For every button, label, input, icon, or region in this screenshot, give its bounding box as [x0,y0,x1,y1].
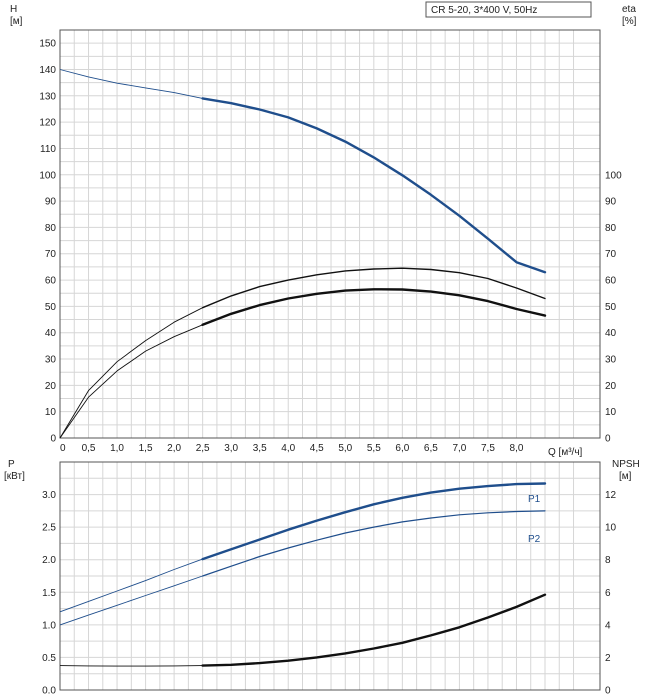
bottom-y-left-tick-label: 3.0 [42,490,56,501]
bottom-y-right-tick-label: 12 [605,490,617,501]
y-left-tick-label: 10 [45,407,57,418]
y-right-tick-label: 60 [605,276,617,287]
bottom-y-right-tick-label: 2 [605,653,611,664]
series-P1 [201,482,547,561]
series-eta-lower-thin [59,324,203,439]
x-tick-label: 0,5 [82,443,96,454]
y-right-tick-label: 80 [605,223,617,234]
y-right-tick-label: 50 [605,302,617,313]
bottom-series [59,482,547,667]
y-left-tick-label: 80 [45,223,57,234]
series-P2-thin [59,575,203,626]
y-left-label-symbol: H [10,4,17,15]
series-label-p1: P1 [528,494,541,505]
y-left-tick-label: 120 [39,118,56,129]
y-right-tick-label: 0 [605,434,611,445]
y-left-label-unit: [м] [10,16,23,27]
y-right-tick-label: 20 [605,381,617,392]
series-eta-lower [201,288,547,326]
y-right-tick-label: 100 [605,170,622,181]
y-left-tick-label: 140 [39,65,56,76]
y-right-label-symbol: eta [622,4,636,15]
y-left-tick-label: 60 [45,276,57,287]
x-tick-label: 7,0 [452,443,466,454]
y-right-label-unit: [%] [622,16,637,27]
x-tick-label: 6,0 [395,443,409,454]
x-tick-label: 3,0 [224,443,238,454]
series-eta-upper-thin [59,307,203,439]
x-tick-label: 1,0 [110,443,124,454]
legend-text: CR 5-20, 3*400 V, 50Hz [431,5,537,16]
y-left-tick-label: 40 [45,328,57,339]
bottom-y-right-tick-label: 6 [605,588,611,599]
y-right-tick-label: 40 [605,328,617,339]
y-left-tick-label: 70 [45,249,57,260]
bottom-left-ticks: 0.0 0.5 1.0 1.5 2.0 2.5 3.0 [42,490,56,696]
bottom-y-left-label-unit: [кВт] [4,471,25,482]
bottom-y-left-tick-label: 2.0 [42,555,56,566]
bottom-y-right-label-unit: [м] [619,471,632,482]
x-tick-label: 5,5 [367,443,381,454]
y-right-tick-label: 10 [605,407,617,418]
x-tick-label: 5,0 [338,443,352,454]
bottom-y-right-tick-label: 0 [605,686,611,697]
bottom-y-left-tick-label: 1.5 [42,588,56,599]
top-grid [59,29,600,439]
x-tick-label: 2,0 [167,443,181,454]
y-right-tick-label: 70 [605,249,617,260]
x-tick-label: 7,5 [481,443,495,454]
x-axis-label: Q [м³/ч] [548,447,583,458]
top-right-ticks: 0 10 20 30 40 50 60 70 80 90 100 [605,170,622,444]
series-P1-thin [59,558,203,613]
y-left-tick-label: 100 [39,170,56,181]
y-left-tick-label: 130 [39,91,56,102]
bottom-y-left-tick-label: 0.0 [42,686,56,697]
x-tick-label: 1,5 [139,443,153,454]
bottom-right-ticks: 0 2 4 6 8 10 12 [605,490,617,696]
bottom-y-left-tick-label: 0.5 [42,653,56,664]
x-axis-ticks: 0 0,5 1,0 1,5 2,0 2,5 3,0 3,5 4,0 4,5 5,0 5,5 6,0 6,5… [60,443,524,454]
x-tick-label: 4,0 [281,443,295,454]
x-tick-label: 3,5 [253,443,267,454]
y-left-tick-label: 0 [50,434,56,445]
bottom-plot-frame [59,461,601,691]
series-NPSH [201,593,547,667]
series-head-thin [59,69,203,99]
bottom-y-right-tick-label: 4 [605,620,611,631]
y-left-tick-label: 150 [39,39,56,50]
x-tick-label: 4,5 [310,443,324,454]
series-head [201,97,547,274]
x-tick-label: 0 [60,443,66,454]
y-right-tick-label: 30 [605,355,617,366]
y-right-tick-label: 90 [605,197,617,208]
bottom-y-left-tick-label: 1.0 [42,620,56,631]
x-tick-label: 2,5 [196,443,210,454]
y-left-tick-label: 50 [45,302,57,313]
bottom-y-left-tick-label: 2.5 [42,523,56,534]
series-NPSH-thin [59,665,203,667]
legend-box: CR 5-20, 3*400 V, 50Hz [425,1,592,18]
bottom-y-right-label-symbol: NPSH [612,459,640,470]
bottom-y-left-label-symbol: P [8,459,15,470]
y-left-tick-label: 30 [45,355,57,366]
top-left-ticks: 0 10 20 30 40 50 60 70 80 90 100 110 120 130 140 150 [39,39,56,445]
series-eta-upper [201,267,546,309]
bottom-y-right-tick-label: 8 [605,555,611,566]
y-left-tick-label: 20 [45,381,57,392]
top-plot-frame [59,29,601,439]
bottom-y-right-tick-label: 10 [605,523,617,534]
x-tick-label: 6,5 [424,443,438,454]
top-series [59,69,547,439]
y-left-tick-label: 90 [45,197,57,208]
y-left-tick-label: 110 [40,144,56,155]
series-label-p2: P2 [528,534,541,545]
series-P2 [202,510,546,577]
x-tick-label: 8,0 [510,443,524,454]
